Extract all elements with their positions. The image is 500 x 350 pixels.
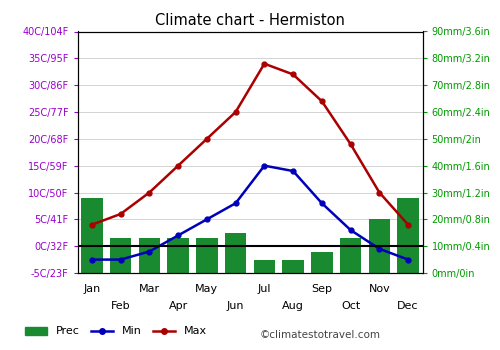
Min	[232, 201, 238, 205]
Min	[146, 250, 152, 254]
Bar	[196, 238, 218, 273]
Bar	[398, 198, 419, 273]
Text: Apr: Apr	[168, 301, 188, 311]
Text: Dec: Dec	[398, 301, 419, 311]
Text: Feb: Feb	[111, 301, 130, 311]
Min	[175, 233, 181, 238]
Text: Jun: Jun	[227, 301, 244, 311]
Max	[405, 223, 411, 227]
Bar	[138, 238, 160, 273]
Line: Max: Max	[90, 61, 410, 227]
Text: Jul: Jul	[258, 284, 271, 294]
Max	[348, 142, 354, 146]
Text: Jan: Jan	[83, 284, 100, 294]
Max	[262, 62, 268, 66]
Max	[204, 137, 210, 141]
Max	[146, 190, 152, 195]
Bar	[282, 260, 304, 273]
Max	[376, 190, 382, 195]
Text: May: May	[196, 284, 218, 294]
Max	[319, 99, 325, 103]
Max	[290, 72, 296, 77]
Bar	[368, 219, 390, 273]
Max	[232, 110, 238, 114]
Text: Nov: Nov	[368, 284, 390, 294]
Legend: Prec, Min, Max: Prec, Min, Max	[20, 322, 212, 341]
Text: Mar: Mar	[139, 284, 160, 294]
Text: ©climatestotravel.com: ©climatestotravel.com	[260, 329, 381, 340]
Bar	[311, 252, 332, 273]
Min	[204, 217, 210, 222]
Max	[175, 163, 181, 168]
Max	[89, 223, 95, 227]
Bar	[110, 238, 132, 273]
Min	[376, 247, 382, 251]
Bar	[254, 260, 275, 273]
Min	[290, 169, 296, 173]
Min	[118, 258, 124, 262]
Min	[319, 201, 325, 205]
Min	[89, 258, 95, 262]
Text: Sep: Sep	[312, 284, 332, 294]
Bar	[340, 238, 361, 273]
Max	[118, 212, 124, 216]
Bar	[81, 198, 102, 273]
Line: Min: Min	[90, 163, 410, 262]
Min	[348, 228, 354, 232]
Bar	[225, 233, 246, 273]
Min	[405, 258, 411, 262]
Text: Aug: Aug	[282, 301, 304, 311]
Bar	[168, 238, 189, 273]
Title: Climate chart - Hermiston: Climate chart - Hermiston	[155, 13, 345, 28]
Min	[262, 163, 268, 168]
Text: Oct: Oct	[341, 301, 360, 311]
